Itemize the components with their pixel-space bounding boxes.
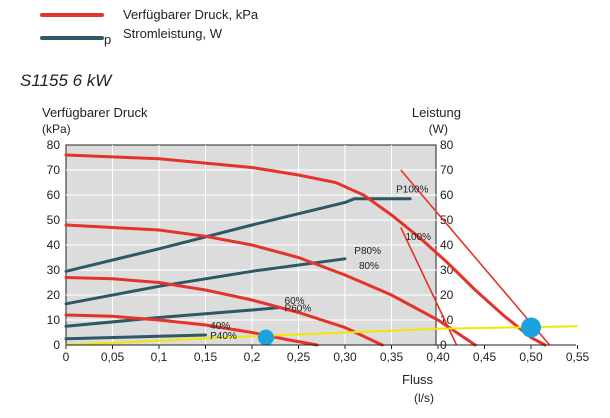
y-right-tick: 50 xyxy=(440,213,454,227)
y-right-tick: 70 xyxy=(440,163,454,177)
power-line-p80pct xyxy=(64,257,347,306)
y-left-unit: (kPa) xyxy=(42,122,71,136)
x-axis-label: Fluss xyxy=(402,372,434,387)
pressure-line-80pct xyxy=(64,223,477,347)
label-p80pct: P80% xyxy=(354,246,381,257)
pressure-line-40pct xyxy=(64,313,319,347)
label-pressure-40pct: 40% xyxy=(210,321,230,332)
series-labels: P100% P80% P60% P40% 100% 80% 60% 40% xyxy=(210,185,431,342)
y-left-label: Verfügbarer Druck xyxy=(42,105,148,120)
legend-power-label: Stromleistung, W xyxy=(123,26,223,41)
y-left-tick: 50 xyxy=(47,213,61,227)
y-right-label: Leistung xyxy=(412,105,461,120)
x-tick-label: 0,15 xyxy=(194,350,218,364)
x-tick-label: 0,2 xyxy=(244,350,261,364)
operating-points xyxy=(257,317,541,346)
operating-point-2 xyxy=(521,317,541,338)
x-tick-label: 0,40 xyxy=(426,350,450,364)
x-tick-label: 0,05 xyxy=(101,350,125,364)
y-left-tick: 10 xyxy=(47,313,61,327)
x-axis-unit: (l/s) xyxy=(414,391,434,405)
x-tick-label: 0 xyxy=(63,350,70,364)
power-line-p40pct xyxy=(64,333,207,341)
model-title: S1155 6 kW xyxy=(20,71,113,90)
label-p40pct: P40% xyxy=(210,331,237,342)
legend-pressure-label: Verfügbarer Druck, kPa xyxy=(123,7,259,22)
y-left-tick: 80 xyxy=(47,138,61,152)
system-curve-line xyxy=(65,325,578,346)
label-p100pct: P100% xyxy=(396,185,428,196)
power-line-p100pct xyxy=(64,197,412,273)
system-curve xyxy=(65,325,578,346)
label-pressure-60pct: 60% xyxy=(285,296,305,307)
y-right-tick: 60 xyxy=(440,188,454,202)
label-pressure-80pct: 80% xyxy=(359,261,379,272)
legend-power-marker: p xyxy=(104,32,111,47)
y-left-tick: 40 xyxy=(47,238,61,252)
label-p60pct: P60% xyxy=(285,303,312,314)
y-right-unit: (W) xyxy=(429,122,448,136)
x-tick-label: 0,50 xyxy=(519,350,543,364)
power-line-p60pct xyxy=(64,306,282,328)
x-tick-label: 0,35 xyxy=(380,350,404,364)
y-left-tick: 20 xyxy=(47,288,61,302)
x-tick-label: 0,30 xyxy=(333,350,357,364)
pressure-series xyxy=(64,153,547,347)
y-left-tick: 30 xyxy=(47,263,61,277)
y-right-tick: 20 xyxy=(440,288,454,302)
label-pressure-100pct: 100% xyxy=(405,232,431,243)
x-tick-label: 0,55 xyxy=(566,350,590,364)
y-left-tick: 70 xyxy=(47,163,61,177)
power-series xyxy=(64,197,412,341)
operating-point-1 xyxy=(257,329,274,346)
y-right-tick: 40 xyxy=(440,238,454,252)
x-tick-label: 0,45 xyxy=(473,350,497,364)
y-left-tick: 0 xyxy=(53,338,60,352)
extra-line xyxy=(400,169,551,346)
legend: Verfügbarer Druck, kPa p Stromleistung, … xyxy=(40,7,259,47)
pressure-line-60pct xyxy=(64,276,384,347)
pressure-line-100pct xyxy=(64,153,547,347)
x-tick-label: 0,1 xyxy=(151,350,168,364)
y-left-tick: 60 xyxy=(47,188,61,202)
x-tick-label: 0,25 xyxy=(287,350,311,364)
y-right-tick: 80 xyxy=(440,138,454,152)
